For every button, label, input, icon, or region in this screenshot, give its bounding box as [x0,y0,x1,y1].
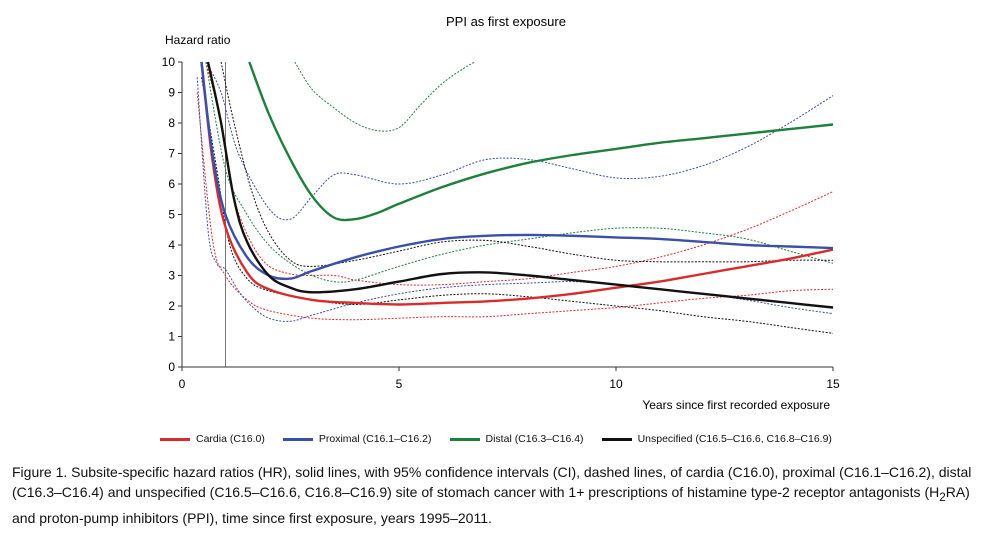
y-tick-label: 6 [168,177,175,191]
x-tick-label: 10 [609,377,623,391]
plot-area [196,61,834,367]
distal-hr-line [248,61,834,222]
caption-text-before: Figure 1. Subsite-specific hazard ratios… [12,464,972,500]
proximal-hr-line [200,61,834,281]
x-tick-label: 15 [826,377,840,391]
y-tick-label: 0 [168,360,175,374]
cardia-ci-low-line [196,92,834,321]
chart-canvas: PPI as first exposure Hazard ratio Years… [162,14,840,412]
y-tick-label: 7 [168,147,175,161]
legend-item-proximal: Proximal (C16.1–C16.2) [282,433,432,445]
chart-title: PPI as first exposure [446,14,566,29]
y-tick-label: 9 [168,86,175,100]
legend-swatch-unspecified [601,437,632,441]
unspecified-ci-high-line [220,61,834,267]
caption-subscript: 2 [939,490,946,504]
legend-label-unspecified: Unspecified (C16.5–C16.6, C16.8–C16.9) [637,433,832,445]
y-tick-label: 5 [168,208,175,222]
y-tick-label: 1 [168,330,175,344]
legend-swatch-proximal [282,437,313,441]
legend: Cardia (C16.0) Proximal (C16.1–C16.2) Di… [160,433,850,445]
y-tick-label: 10 [162,55,176,69]
y-tick-label: 8 [168,116,175,130]
legend-item-cardia: Cardia (C16.0) [160,433,265,445]
caption-text-after: RA) and proton-pump inhibitors (PPI), ti… [12,484,970,526]
legend-label-cardia: Cardia (C16.0) [196,433,265,445]
legend-label-proximal: Proximal (C16.1–C16.2) [318,433,432,445]
cardia-ci-high-line [205,61,834,286]
y-axis-label: Hazard ratio [165,33,231,47]
legend-swatch-distal [449,437,480,441]
unspecified-hr-line [206,61,834,309]
x-tick-label: 5 [396,377,403,391]
proximal-ci-low-line [196,77,834,322]
x-axis-label: Years since first recorded exposure [642,398,830,412]
legend-swatch-cardia [160,437,190,441]
proximal-ci-high-line [205,61,834,221]
legend-item-unspecified: Unspecified (C16.5–C16.6, C16.8–C16.9) [601,433,832,445]
y-tick-label: 3 [168,269,175,283]
x-tick-label: 0 [179,377,186,391]
unspecified-ci-low-line [201,77,834,334]
legend-label-distal: Distal (C16.3–C16.4) [485,433,584,445]
cardia-hr-line [200,61,834,306]
distal-ci-high-line [294,61,476,132]
figure-caption: Figure 1. Subsite-specific hazard ratios… [12,462,982,528]
legend-item-distal: Distal (C16.3–C16.4) [449,433,584,445]
distal-ci-low-line [205,61,834,283]
y-tick-label: 4 [168,238,175,252]
y-tick-label: 2 [168,299,175,313]
axes: 0 1 2 3 4 5 6 7 8 9 10 0 5 10 15 [162,55,840,391]
